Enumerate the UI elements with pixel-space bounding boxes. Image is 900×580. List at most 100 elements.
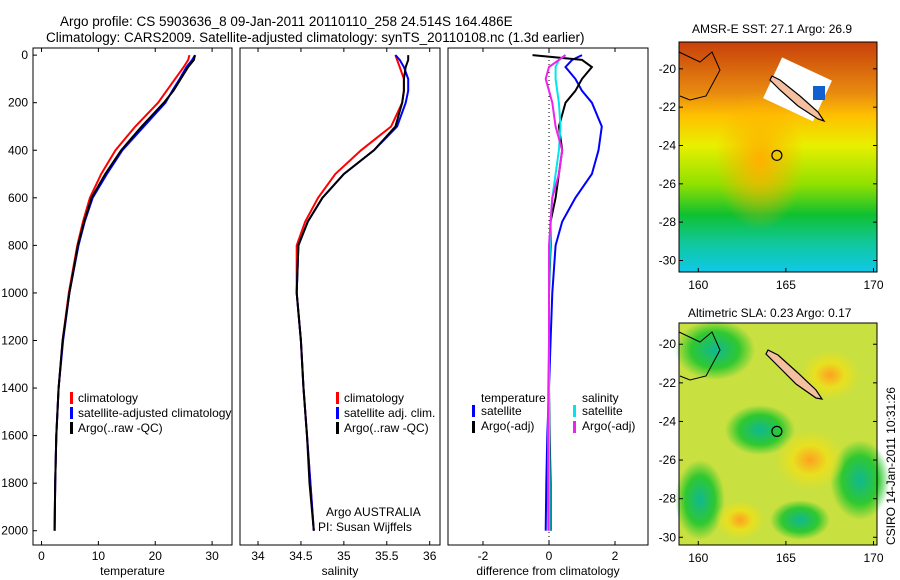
y-tick-label: -20	[659, 337, 677, 351]
legend-header-salinity: salinity	[582, 391, 619, 405]
series-line-argo-raw-qc-	[295, 55, 410, 531]
footer-stamp: CSIRO 14-Jan-2011 10:31:26	[884, 387, 898, 545]
legend-label: Argo(-adj)	[582, 419, 635, 433]
y-tick-label: -20	[659, 62, 677, 76]
sla-map: Altimetric SLA: 0.23 Argo: 0.17	[675, 306, 890, 546]
series-line-climatology	[53, 54, 191, 531]
y-tick-label: -28	[659, 492, 677, 506]
y-tick-label: 1000	[1, 286, 28, 300]
legend-swatch-black	[472, 421, 475, 433]
legend-label: satellite	[481, 404, 522, 418]
sst-map-axes: 160 165 170 -20 -22 -24 -26 -28 -30	[659, 62, 884, 292]
x-tick-label: 35	[337, 549, 351, 563]
y-tick-label: 1600	[1, 429, 28, 443]
x-tick-label: 0	[546, 549, 553, 563]
sla-low	[725, 405, 795, 455]
legend-swatch-black	[70, 422, 73, 434]
legend-swatch-blue	[336, 407, 339, 419]
y-tick-label: 0	[21, 48, 28, 62]
legend-label: Argo(-adj)	[481, 419, 534, 433]
x-axis-label: salinity	[322, 564, 359, 578]
new-caledonia-island	[765, 349, 824, 400]
legend-label: satellite	[582, 404, 623, 418]
sla-high	[800, 350, 860, 400]
y-tick-label: -24	[659, 414, 677, 428]
y-tick-label: 1400	[1, 381, 28, 395]
x-tick-label: 0	[38, 549, 45, 563]
y-tick-label: 400	[8, 143, 28, 157]
x-tick-label: 10	[92, 549, 106, 563]
difference-legend: temperature salinity satellite Argo(-adj…	[472, 391, 635, 433]
argo-location-marker	[771, 425, 783, 437]
legend-swatch-red	[336, 392, 339, 404]
sst-missing-data	[763, 57, 832, 122]
y-tick-label: -28	[659, 215, 677, 229]
x-tick-label: 34.5	[289, 549, 313, 563]
x-tick-label: 170	[863, 551, 883, 565]
x-tick-label: 20	[149, 549, 163, 563]
x-axis-label: difference from climatology	[476, 564, 619, 578]
y-tick-label: -26	[659, 453, 677, 467]
coastline	[678, 51, 721, 101]
sla-high	[775, 430, 845, 490]
y-tick-label: -22	[659, 100, 677, 114]
series-line-salinity-argo-adj-	[544, 54, 567, 531]
sla-map-title: Altimetric SLA: 0.23 Argo: 0.17	[688, 306, 852, 320]
sla-low	[675, 320, 755, 380]
legend-swatch-blue	[472, 405, 475, 417]
y-tick-label: 1200	[1, 333, 28, 347]
y-tick-label: -26	[659, 177, 677, 191]
salinity-panel: 34 34.5 35 35.5 36 salinity	[239, 47, 441, 578]
x-tick-label: 165	[776, 278, 796, 292]
sla-map-frame	[678, 322, 878, 546]
series-line-temperature-argo-adj-	[532, 54, 594, 531]
title-line-2: Climatology: CARS2009. Satellite-adjuste…	[46, 30, 585, 45]
sla-map-axes: 160 165 170 -20 -22 -24 -26 -28 -30	[659, 337, 884, 565]
argo-location-marker	[771, 149, 783, 161]
legend-swatch-cyan	[573, 405, 576, 417]
x-tick-label: 170	[863, 278, 883, 292]
legend-label: satellite adj. clim.	[344, 406, 435, 420]
sst-cold-pixel	[813, 86, 825, 100]
y-tick-label: 200	[8, 96, 28, 110]
series-line-temperature-satellite	[544, 54, 603, 531]
legend-swatch-blue	[70, 407, 73, 419]
y-tick-label: 600	[8, 191, 28, 205]
legend-swatch-red	[70, 392, 73, 404]
new-caledonia-island	[769, 75, 826, 123]
legend-header-temperature: temperature	[481, 391, 546, 405]
sst-map-frame	[678, 41, 878, 273]
legend-label: climatology	[344, 391, 404, 405]
coastline	[678, 331, 721, 381]
x-tick-label: 36	[423, 549, 437, 563]
sla-high	[715, 500, 765, 540]
sla-low	[675, 460, 725, 540]
x-tick-label: 2	[612, 549, 619, 563]
x-tick-label: 34	[251, 549, 265, 563]
series-line-argo-raw-qc-	[53, 54, 196, 531]
x-tick-label: 30	[205, 549, 219, 563]
y-tick-label: 1800	[1, 476, 28, 490]
legend-swatch-black	[336, 422, 339, 434]
temperature-panel: 0 10 20 30 temperature 0 200 400 600 800 1000 1200 1…	[1, 47, 233, 578]
y-tick-label: -24	[659, 139, 677, 153]
y-tick-label: 800	[8, 238, 28, 252]
y-tick-label: -30	[659, 254, 677, 268]
x-tick-label: -2	[478, 549, 489, 563]
plot-frame	[447, 47, 649, 546]
x-tick-label: 165	[776, 551, 796, 565]
legend-label: Argo(..raw -QC)	[78, 421, 163, 435]
sst-warm-tongue	[715, 90, 805, 230]
title-line-1: Argo profile: CS 5903636_8 09-Jan-2011 2…	[60, 14, 513, 29]
sst-map-title: AMSR-E SST: 27.1 Argo: 26.9	[692, 22, 852, 36]
series-line-satellite-adjusted-climatology	[53, 54, 196, 531]
series-line-climatology	[295, 54, 405, 531]
x-tick-label: 35.5	[375, 549, 399, 563]
annotation-pi: PI: Susan Wijffels	[318, 520, 412, 534]
y-tick-label: 2000	[1, 524, 28, 538]
legend-swatch-magenta	[573, 421, 576, 433]
sst-map: AMSR-E SST: 27.1 Argo: 26.9	[678, 22, 878, 273]
temperature-legend: climatology satellite-adjusted climatolo…	[70, 391, 231, 435]
